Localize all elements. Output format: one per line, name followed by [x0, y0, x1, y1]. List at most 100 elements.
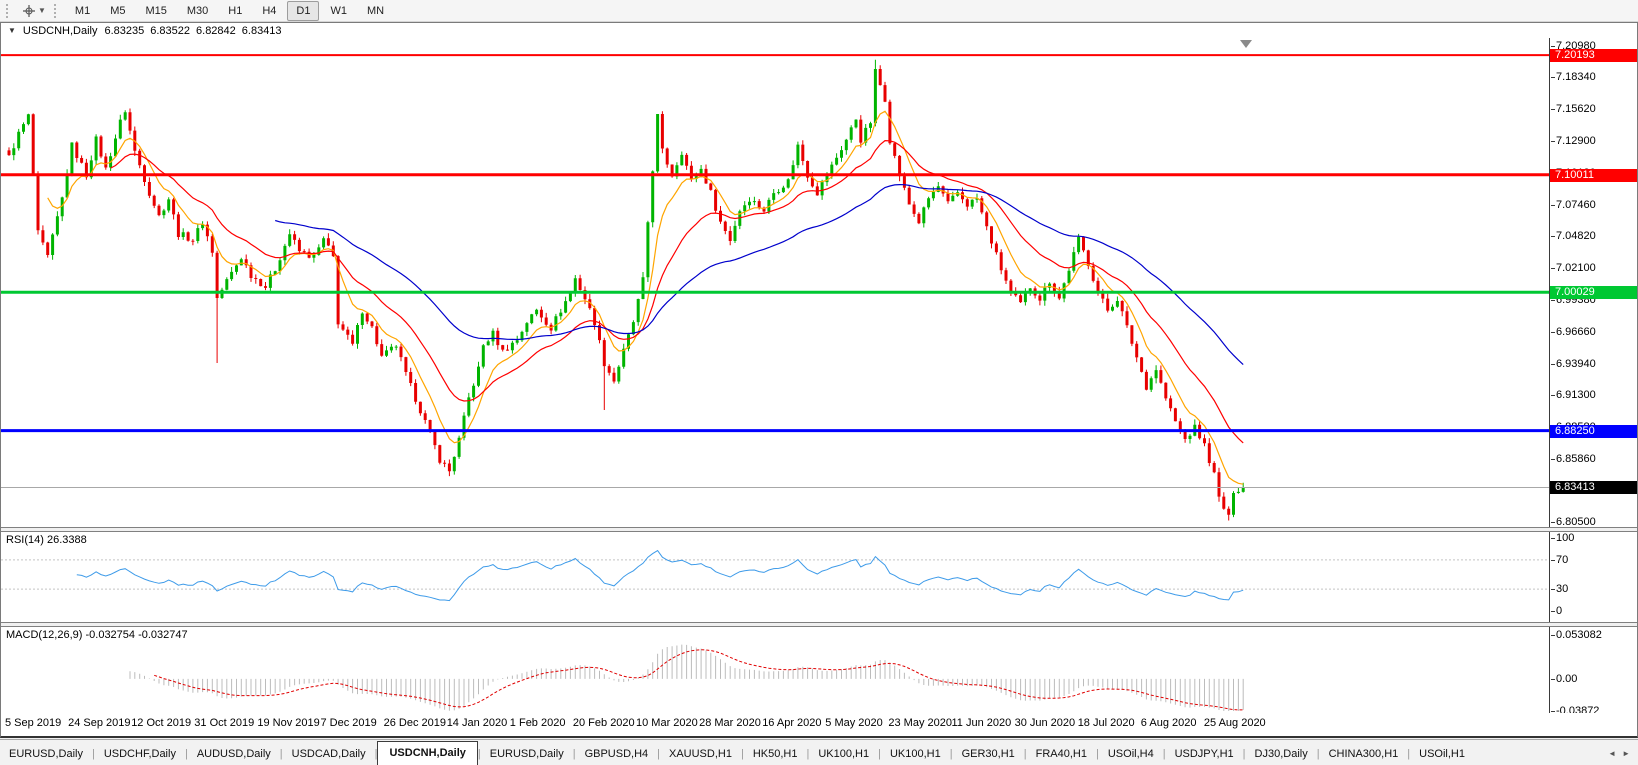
- timeframe-button-M1[interactable]: M1: [74, 4, 91, 17]
- symbol-tab-USOil-H1[interactable]: USOil,H1: [1419, 748, 1465, 760]
- crosshair-tool-button[interactable]: ▼: [17, 2, 51, 20]
- date-label: 31 Oct 2019: [194, 717, 255, 729]
- price-tick-label: 6.80500: [1551, 515, 1596, 527]
- price-axis: 7.209807.183407.156207.129007.101807.074…: [1549, 38, 1637, 527]
- macd-values: -0.032754 -0.032747: [85, 629, 188, 641]
- date-label: 14 Jan 2020: [446, 717, 508, 729]
- price-tick-label: 7.12900: [1551, 134, 1596, 147]
- date-label: 16 Apr 2020: [762, 717, 822, 729]
- price-tick-label: 7.20980: [1551, 39, 1596, 52]
- symbol-tab-EURUSD-Daily[interactable]: EURUSD,Daily: [489, 748, 564, 760]
- tab-scroll-right-icon[interactable]: ►: [1622, 749, 1630, 758]
- current-price-label: 6.83413: [1550, 481, 1637, 495]
- date-label: 30 Jun 2020: [1014, 717, 1076, 729]
- price-line-label: 7.00029: [1550, 286, 1637, 300]
- symbol-tab-FRA40-H1[interactable]: FRA40,H1: [1035, 748, 1087, 760]
- date-label: 24 Sep 2019: [68, 717, 131, 729]
- price-tick-label: 6.91300: [1551, 388, 1596, 401]
- macd-scale-label: 0.053082: [1551, 629, 1602, 641]
- tab-scroll-left-icon[interactable]: ◄: [1608, 749, 1617, 758]
- quote-high: 6.83522: [150, 24, 191, 37]
- toolbar-grip2[interactable]: [53, 3, 59, 18]
- symbol-tab-XAUUSD-H1[interactable]: XAUUSD,H1: [669, 748, 732, 760]
- rsi-label: RSI(14) 26.3388: [6, 534, 87, 546]
- quote-open: 6.83235: [104, 24, 145, 37]
- date-label: 23 May 2020: [888, 717, 952, 729]
- rsi-value: 26.3388: [46, 534, 87, 546]
- tab-separator: |: [1242, 748, 1246, 760]
- symbol-tab-DJ30-Daily[interactable]: DJ30,Daily: [1254, 748, 1308, 760]
- timeframe-button-M5[interactable]: M5: [110, 4, 126, 17]
- rsi-name: RSI(14): [6, 534, 44, 546]
- tab-separator: |: [740, 748, 744, 760]
- date-label: 26 Dec 2019: [383, 717, 446, 729]
- macd-scale-label: 0.00: [1550, 672, 1578, 685]
- price-line-label: 7.20193: [1550, 49, 1637, 63]
- tab-separator: |: [477, 748, 481, 760]
- panel-resizer-macd[interactable]: [0, 622, 1638, 627]
- date-label: 6 Aug 2020: [1140, 717, 1197, 729]
- date-label: 1 Feb 2020: [509, 717, 566, 729]
- date-label: 25 Aug 2020: [1203, 717, 1266, 729]
- timeframe-button-H1[interactable]: H1: [228, 4, 243, 17]
- rsi-indicator-panel[interactable]: [1, 532, 1549, 622]
- tab-separator: |: [1096, 748, 1099, 760]
- symbol-tab-HK50-H1[interactable]: HK50,H1: [752, 748, 798, 760]
- date-label: 12 Oct 2019: [131, 717, 192, 729]
- symbol-tab-UK100-H1[interactable]: UK100,H1: [889, 748, 941, 760]
- timeframe-button-M15[interactable]: M15: [145, 4, 167, 17]
- tab-separator: |: [1316, 748, 1320, 760]
- tab-separator: |: [91, 748, 95, 760]
- rsi-scale-label: 70: [1550, 553, 1569, 566]
- tab-separator: |: [184, 748, 188, 760]
- symbol-tab-USOil-H4[interactable]: USOil,H4: [1107, 748, 1154, 760]
- symbol-tab-EURUSD-Daily[interactable]: EURUSD,Daily: [9, 748, 83, 760]
- macd-scale-label: -0.03872: [1550, 705, 1599, 713]
- date-label: 28 Mar 2020: [699, 717, 761, 729]
- price-line-label: 6.88250: [1550, 424, 1637, 438]
- timeframe-button-MN[interactable]: MN: [366, 4, 385, 17]
- price-tick-label: 7.07460: [1551, 198, 1596, 211]
- price-tick-label: 7.04820: [1551, 229, 1596, 242]
- chart-title-bar: ▼ USDCNH,Daily 6.83235 6.83522 6.82842 6…: [1, 23, 1637, 38]
- timeframe-toolbar: M1 M5 M15 M30 H1 H4 D1 W1 MN: [65, 0, 394, 21]
- dropdown-caret-icon[interactable]: ▼: [38, 6, 46, 15]
- candlestick-chart-area[interactable]: [1, 38, 1549, 527]
- symbol-tab-USDCNH-Daily[interactable]: USDCNH,Daily: [377, 741, 478, 765]
- price-line-label: 7.10011: [1550, 168, 1637, 182]
- symbol-tab-UK100-H1[interactable]: UK100,H1: [818, 748, 870, 760]
- date-label: 7 Dec 2019: [320, 717, 377, 729]
- rsi-scale-label: 30: [1550, 583, 1569, 596]
- tab-separator: |: [279, 748, 283, 760]
- symbol-tab-USDCHF-Daily[interactable]: USDCHF,Daily: [103, 748, 176, 760]
- symbol-tab-USDCAD-Daily[interactable]: USDCAD,Daily: [291, 748, 366, 760]
- symbol-tab-AUDUSD-Daily[interactable]: AUDUSD,Daily: [196, 748, 271, 760]
- panel-resizer-rsi[interactable]: [0, 527, 1638, 532]
- symbol-tab-GER30-H1[interactable]: GER30,H1: [961, 748, 1015, 760]
- ohlc-quote: 6.83235 6.83522 6.82842 6.83413: [104, 25, 281, 37]
- quote-low: 6.82842: [196, 24, 236, 37]
- symbol-tab-GBPUSD-H4[interactable]: GBPUSD,H4: [584, 748, 649, 760]
- date-label: 20 Feb 2020: [572, 717, 635, 729]
- toolbar-grip[interactable]: [6, 3, 11, 18]
- price-tick-label: 7.18340: [1551, 70, 1596, 83]
- macd-label: MACD(12,26,9) -0.032754 -0.032747: [6, 629, 188, 641]
- chart-collapse-icon[interactable]: ▼: [8, 26, 16, 35]
- price-tick-label: 6.85860: [1551, 452, 1596, 465]
- date-axis: 5 Sep 2019 24 Sep 2019 12 Oct 2019 31 Oct 2…: [1, 713, 1637, 736]
- date-label: 18 Jul 2020: [1077, 717, 1135, 729]
- timeframe-button-W1[interactable]: W1: [330, 4, 347, 17]
- symbol-tab-CHINA300-H1[interactable]: CHINA300,H1: [1328, 748, 1399, 760]
- symbol-tab-USDJPY-H1[interactable]: USDJPY,H1: [1174, 748, 1234, 760]
- price-tick-label: 6.96660: [1551, 325, 1596, 338]
- chart-symbol-label: USDCNH,Daily: [22, 24, 98, 37]
- macd-indicator-panel[interactable]: [1, 627, 1549, 713]
- tab-separator: |: [1023, 748, 1027, 760]
- timeframe-button-D1[interactable]: D1: [287, 0, 320, 21]
- date-label: 5 May 2020: [825, 717, 883, 729]
- macd-axis: 0.053082 0.00 -0.03872: [1549, 627, 1637, 713]
- timeframe-button-M30[interactable]: M30: [186, 4, 209, 17]
- timeframe-button-H4[interactable]: H4: [262, 4, 277, 17]
- date-label: 19 Nov 2019: [257, 717, 320, 729]
- quote-close: 6.83413: [241, 24, 282, 37]
